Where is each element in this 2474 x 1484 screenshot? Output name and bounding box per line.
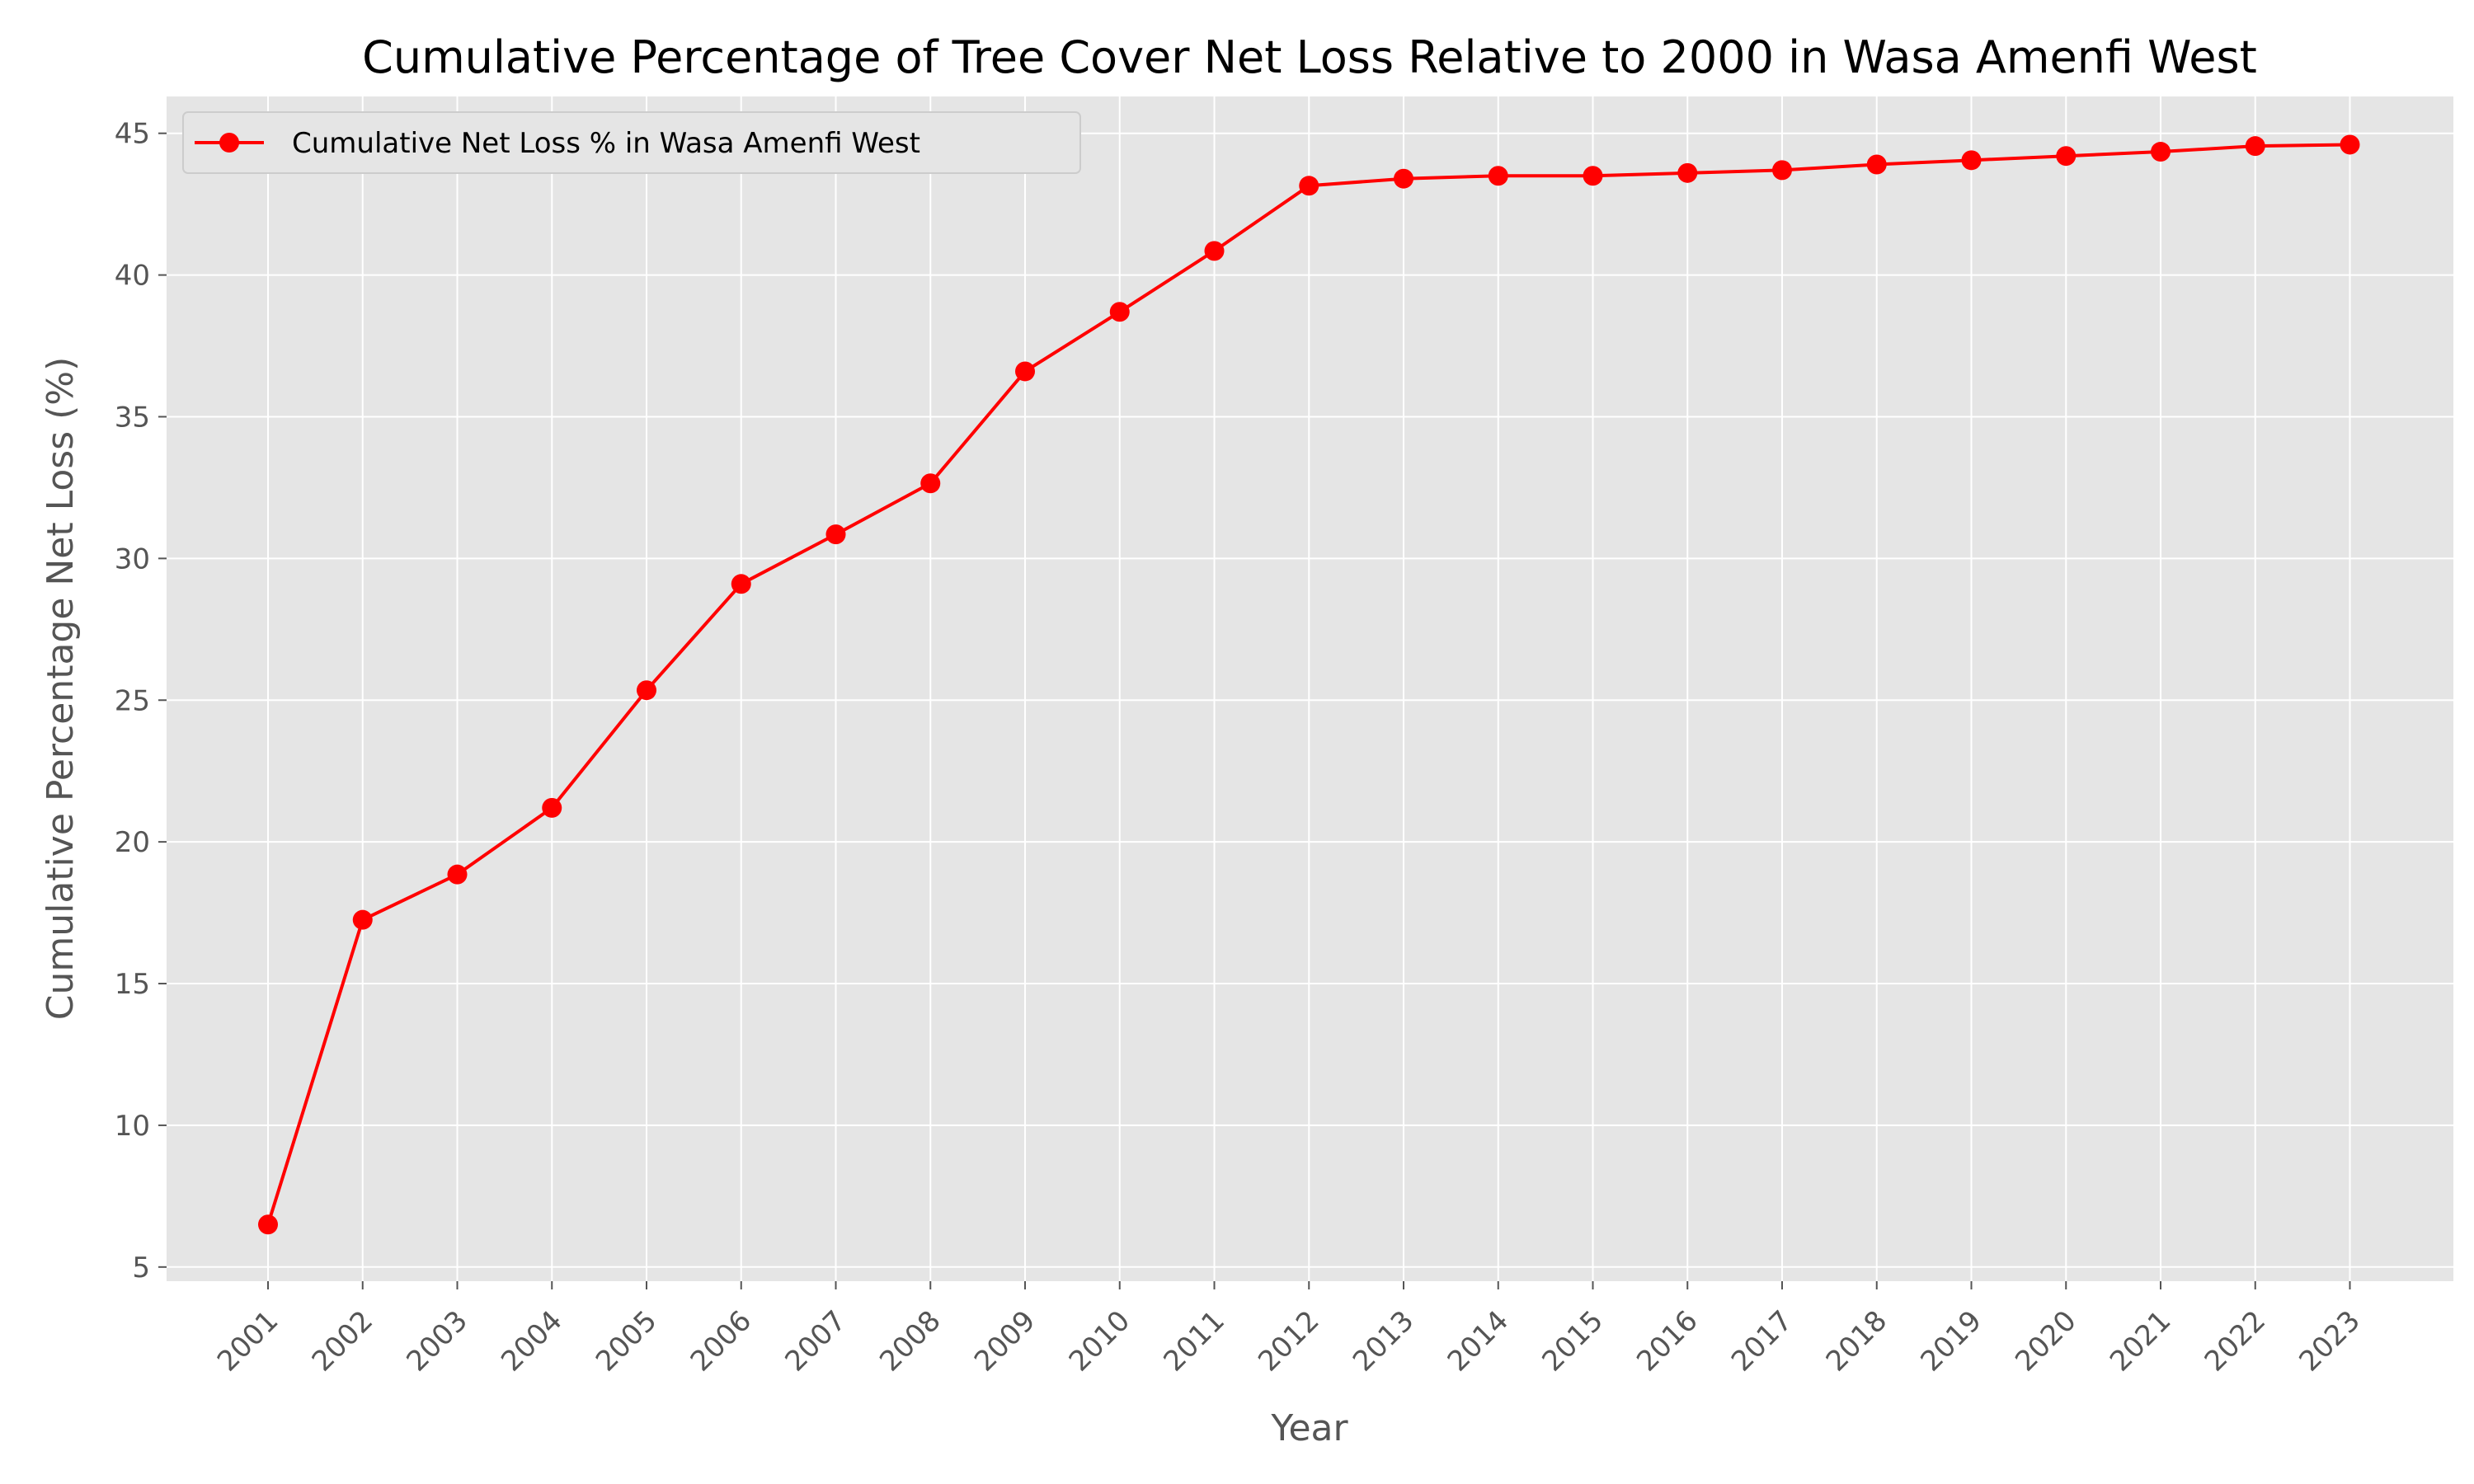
plot-area (167, 96, 2453, 1281)
data-point (1866, 154, 1887, 175)
x-tick-label: 2013 (1347, 1304, 1420, 1378)
y-tick-label: 15 (115, 968, 150, 1001)
x-tick-label: 2015 (1536, 1304, 1609, 1378)
data-point (637, 680, 656, 701)
y-tick-label: 40 (115, 260, 150, 293)
data-point (1961, 150, 1982, 171)
legend-series-label: Cumulative Net Loss % in Wasa Amenfi Wes… (292, 127, 920, 160)
y-tick-label: 20 (115, 826, 150, 859)
data-point (2245, 136, 2265, 157)
x-tick-label: 2001 (211, 1304, 285, 1378)
x-tick-label: 2009 (968, 1304, 1042, 1378)
x-tick-label: 2012 (1252, 1304, 1325, 1378)
x-tick-label: 2005 (590, 1304, 663, 1378)
y-tick-label: 45 (115, 118, 150, 151)
legend-box (182, 111, 1081, 174)
data-point (825, 524, 846, 545)
data-point (2056, 146, 2077, 167)
y-axis-label: Cumulative Percentage Net Loss (%) (40, 357, 82, 1020)
series-layer (258, 134, 2360, 1235)
x-tick-label: 2004 (495, 1304, 568, 1378)
data-point (542, 797, 562, 818)
data-point (1394, 168, 1413, 189)
y-tick-label: 5 (132, 1252, 150, 1284)
x-tick-label: 2017 (1725, 1304, 1799, 1378)
legend: Cumulative Net Loss % in Wasa Amenfi Wes… (182, 111, 1081, 174)
x-axis-label: Year (1270, 1407, 1348, 1449)
x-axis-ticks: 2001 2002 2003 2004 2005 2006 2007 2008 2009 2010… (211, 1281, 2367, 1378)
data-point (1204, 241, 1225, 261)
y-axis-ticks: 5 10 15 20 25 30 35 40 45 (115, 118, 167, 1284)
y-tick-label: 35 (115, 401, 150, 434)
chart-title: Cumulative Percentage of Tree Cover Net … (362, 31, 2257, 83)
x-tick-label: 2011 (1157, 1304, 1230, 1378)
x-tick-label: 2003 (400, 1304, 473, 1378)
x-tick-label: 2007 (778, 1304, 852, 1378)
y-tick-label: 30 (115, 542, 150, 575)
x-tick-label: 2021 (2104, 1304, 2177, 1378)
data-point (2340, 134, 2360, 155)
data-point (258, 1214, 278, 1235)
data-point (447, 864, 468, 885)
legend-point-marker (219, 133, 239, 153)
x-tick-label: 2018 (1820, 1304, 1893, 1378)
x-tick-label: 2023 (2293, 1304, 2366, 1378)
data-point (352, 909, 373, 930)
x-tick-label: 2019 (1914, 1304, 1987, 1378)
y-tick-label: 10 (115, 1110, 150, 1143)
x-tick-label: 2002 (306, 1304, 379, 1378)
x-tick-label: 2016 (1630, 1304, 1704, 1378)
x-tick-label: 2014 (1442, 1304, 1515, 1378)
data-point (2151, 142, 2171, 162)
data-point (1299, 176, 1319, 196)
x-tick-label: 2008 (873, 1304, 947, 1378)
x-tick-label: 2006 (684, 1304, 758, 1378)
data-point (1677, 162, 1698, 183)
data-point (1015, 361, 1035, 382)
y-tick-label: 25 (115, 684, 150, 717)
data-point (1109, 302, 1130, 322)
x-tick-label: 2010 (1063, 1304, 1136, 1378)
data-point (920, 473, 941, 494)
data-point (1583, 166, 1603, 186)
grid-lines (167, 96, 2453, 1281)
x-tick-label: 2020 (2009, 1304, 2082, 1378)
data-point (731, 574, 751, 594)
data-point (1488, 166, 1508, 186)
x-tick-label: 2022 (2199, 1304, 2272, 1378)
data-point (1772, 160, 1792, 181)
